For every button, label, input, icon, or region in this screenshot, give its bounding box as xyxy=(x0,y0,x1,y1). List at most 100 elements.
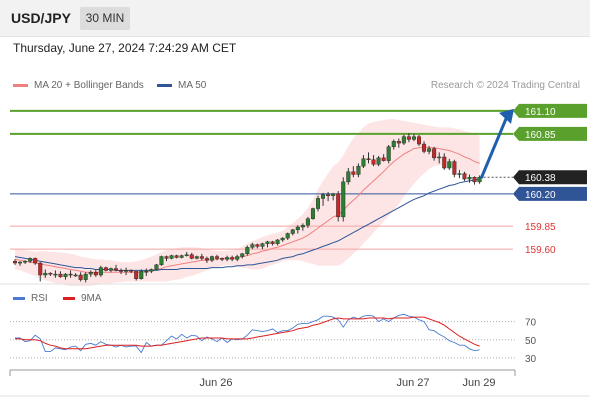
candle-body xyxy=(280,237,285,241)
candle-body xyxy=(381,157,386,161)
candle-body xyxy=(33,258,38,264)
candle-body xyxy=(38,262,43,276)
candle-body xyxy=(401,136,406,144)
candle-body xyxy=(346,171,351,183)
candle-body xyxy=(83,273,88,280)
candle-body xyxy=(447,161,452,169)
level-tag-161.10 xyxy=(513,103,587,118)
candle-body xyxy=(214,256,219,259)
candle-body xyxy=(93,272,98,276)
candle-body xyxy=(477,177,482,183)
candle-body xyxy=(129,270,134,272)
candle-body xyxy=(68,273,73,276)
candle-body xyxy=(235,256,240,260)
candle-body xyxy=(341,181,346,218)
candle-body xyxy=(386,146,391,161)
candle-body xyxy=(265,241,270,244)
candle-body xyxy=(144,271,149,273)
candle-body xyxy=(174,255,179,258)
candle-body xyxy=(305,218,310,226)
candle-body xyxy=(154,264,159,270)
level-tag-160.85 xyxy=(513,126,587,141)
level-label-160.20: 160.20 xyxy=(525,190,556,201)
candle-body xyxy=(376,157,381,165)
rsi-ma-swatch xyxy=(63,296,75,300)
candle-body xyxy=(411,136,416,140)
candle-body xyxy=(164,256,169,259)
level-label-159.85: 159.85 xyxy=(525,222,556,233)
candle-body xyxy=(366,158,371,160)
candle-body xyxy=(12,260,17,264)
candle-body xyxy=(437,156,442,159)
candle-body xyxy=(230,257,235,260)
level-tag-160.20 xyxy=(513,186,587,201)
level-label-160.38: 160.38 xyxy=(525,173,556,184)
candle-body xyxy=(159,256,164,266)
projection-arrow xyxy=(480,117,508,179)
candle-body xyxy=(331,193,336,196)
legend-bollinger: MA 20 + Bollinger Bands xyxy=(13,80,144,91)
candle-body xyxy=(78,274,83,280)
rsi-tick-30: 30 xyxy=(525,354,537,365)
candle-body xyxy=(316,198,321,209)
candle-body xyxy=(290,229,295,234)
legend-rsi: RSI xyxy=(13,293,48,304)
ma50-swatch xyxy=(157,83,172,87)
candle-body xyxy=(336,193,341,218)
level-label-159.60: 159.60 xyxy=(525,245,556,256)
candle-body xyxy=(134,271,139,279)
candle-body xyxy=(194,256,199,259)
rsi-tick-50: 50 xyxy=(525,336,537,347)
bollinger-swatch xyxy=(13,83,28,87)
candle-body xyxy=(270,241,275,244)
candle-body xyxy=(53,273,58,276)
candle-body xyxy=(225,257,230,260)
candle-body xyxy=(422,143,427,152)
candle-body xyxy=(452,161,457,175)
candle-body xyxy=(427,148,432,152)
rsi-label: RSI xyxy=(31,293,48,304)
bollinger-label: MA 20 + Bollinger Bands xyxy=(34,80,144,91)
projection-arrowhead xyxy=(499,108,514,124)
candle-body xyxy=(457,173,462,175)
credit-label: Research © 2024 Trading Central xyxy=(430,80,580,91)
timeframe-button[interactable]: 30 MIN xyxy=(80,7,130,30)
level-label-161.10: 161.10 xyxy=(525,107,556,118)
candle-body xyxy=(48,272,53,275)
candle-body xyxy=(209,256,214,261)
candle-body xyxy=(189,254,194,259)
candle-body xyxy=(149,269,154,272)
candle-body xyxy=(199,256,204,259)
ma50-line xyxy=(14,178,480,271)
candle-body xyxy=(371,159,376,165)
ma50-label: MA 50 xyxy=(178,80,207,91)
candle-body xyxy=(28,258,33,262)
candle-body xyxy=(23,260,28,263)
candle-body xyxy=(169,255,174,259)
candle-body xyxy=(326,194,331,196)
candle-body xyxy=(139,271,144,279)
candle-body xyxy=(361,158,366,167)
candle-body xyxy=(240,253,245,257)
rsi-ma-line xyxy=(15,316,480,350)
candle-body xyxy=(119,270,124,272)
candle-body xyxy=(391,141,396,148)
candle-body xyxy=(255,244,260,247)
candle-body xyxy=(250,244,255,248)
candle-body xyxy=(472,177,477,183)
candle-body xyxy=(406,136,411,140)
candle-body xyxy=(295,226,300,231)
candle-body xyxy=(220,258,225,260)
candle-body xyxy=(417,136,422,145)
rsi-line xyxy=(15,313,480,354)
candle-body xyxy=(432,148,437,159)
rsi-ma-label: 9MA xyxy=(81,293,102,304)
level-label-160.85: 160.85 xyxy=(525,130,556,141)
candle-body xyxy=(18,261,23,264)
candle-body xyxy=(184,254,189,256)
candle-body xyxy=(179,255,184,258)
candle-body xyxy=(245,247,250,254)
candle-body xyxy=(63,273,68,278)
candle-body xyxy=(462,173,467,180)
